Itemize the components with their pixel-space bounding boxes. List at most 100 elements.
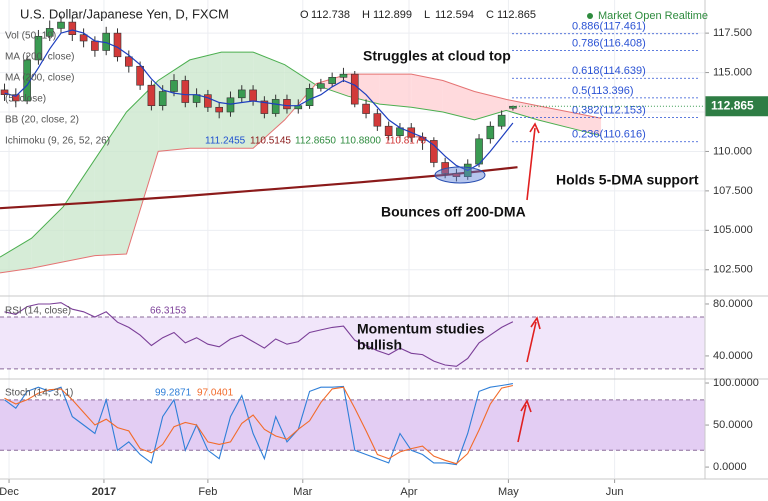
x-tick-label: Feb — [198, 486, 217, 498]
ohlc-key: C — [486, 9, 494, 21]
y-tick-label: 80.0000 — [713, 298, 753, 310]
annotation: bullish — [357, 337, 402, 353]
candle-body — [305, 88, 314, 106]
ohlc-value: 112.899 — [373, 9, 412, 21]
x-tick-label: Mar — [293, 486, 312, 498]
indicator-line — [4, 383, 513, 466]
candle-body — [45, 28, 54, 37]
arrow — [526, 122, 540, 201]
study-legend: (5, close) — [5, 94, 46, 105]
cloud-fill — [474, 91, 507, 120]
ohlc-value: 112.865 — [497, 9, 536, 21]
candle-body — [226, 97, 235, 113]
y-tick-label: 100.0000 — [713, 377, 759, 389]
cloud-fill — [442, 80, 475, 120]
level-band — [0, 399, 705, 451]
candle-body — [181, 80, 190, 103]
ohlc-key: O — [300, 9, 309, 21]
cloud-fill — [31, 206, 64, 269]
candle-body — [271, 99, 280, 114]
cloud-fill — [411, 74, 443, 112]
cloud-span-a — [0, 51, 602, 258]
moving-average — [0, 166, 518, 210]
chart-title: U.S. Dollar/Japanese Yen, D, FXCM — [20, 6, 229, 21]
status: Market Open Realtime — [598, 10, 708, 22]
ichimoku-value: 111.2455 — [205, 136, 246, 147]
candle-body — [170, 80, 178, 92]
candle-body — [283, 99, 291, 110]
study-legend: MA (200, close) — [5, 73, 74, 84]
candle-body — [362, 103, 370, 114]
study-legend: BB (20, close, 2) — [5, 115, 79, 126]
cloud-fill — [0, 238, 32, 273]
candle-body — [204, 94, 212, 108]
candle-body — [497, 114, 506, 127]
cloud-fill — [126, 80, 159, 254]
candle-body — [430, 140, 438, 163]
status-dot — [587, 13, 593, 19]
fib-label: 0.382(112.153) — [572, 104, 646, 116]
candle-body — [260, 100, 269, 114]
annotation: Holds 5-DMA support — [556, 172, 699, 188]
indicator-title: RSI (14, close) — [5, 306, 71, 317]
arrow — [526, 316, 541, 363]
cloud-fill — [253, 52, 285, 149]
last-price-box — [705, 96, 768, 117]
arrows — [517, 122, 541, 443]
indicator-value: 99.2871 — [155, 388, 192, 399]
study-legend: MA (200, close) — [5, 52, 74, 63]
last-price-label: 112.865 — [711, 98, 754, 112]
annotation: Struggles at cloud top — [363, 48, 511, 64]
ohlc-value: 112.738 — [311, 9, 350, 21]
fib-label: 0.886(117.461) — [572, 21, 646, 33]
ohlc-value: 112.594 — [435, 9, 474, 21]
candle-body — [147, 84, 156, 106]
candle-body — [113, 32, 122, 58]
fib-label: 0.786(116.408) — [572, 37, 646, 49]
study-legend: Ichimoku (9, 26, 52, 26) — [5, 136, 110, 147]
y-tick-label: 50.0000 — [713, 419, 753, 431]
indicator-line — [4, 384, 514, 465]
candle-body — [339, 73, 348, 78]
x-tick-label: 2017 — [92, 486, 116, 498]
y-tick-label: 115.000 — [713, 66, 752, 78]
moving-average — [4, 29, 514, 172]
y-tick-label: 102.500 — [713, 264, 753, 276]
ohlc-key: H — [362, 9, 370, 21]
ichimoku-value: 110.8800 — [340, 136, 381, 147]
candle-body — [249, 89, 257, 102]
candle-body — [124, 56, 133, 67]
candle-body — [34, 35, 43, 61]
y-tick-label: 107.500 — [713, 185, 753, 197]
candle-body — [136, 65, 144, 86]
y-tick-label: 0.0000 — [713, 461, 747, 473]
y-tick-label: 105.000 — [713, 224, 753, 236]
indicator-value: 97.0401 — [197, 388, 234, 399]
candle-body — [215, 106, 223, 113]
indicator-value: 66.3153 — [150, 306, 187, 317]
ohlc-key: L — [424, 9, 430, 21]
y-tick-label: 110.000 — [713, 145, 752, 157]
candle-body — [384, 125, 393, 136]
candle-body — [57, 21, 65, 29]
candle-body — [350, 73, 359, 105]
fib-label: 0.236(110.616) — [572, 129, 646, 141]
candle-body — [317, 83, 325, 89]
arrow — [517, 399, 532, 443]
candle-body — [486, 125, 495, 140]
level-band — [0, 316, 705, 369]
indicator-title: Stoch (14, 3, 1) — [5, 388, 73, 399]
candle-body — [79, 34, 88, 42]
ichimoku-value: 110.8178 — [385, 136, 426, 147]
candle-body — [91, 40, 99, 51]
candle-body — [0, 89, 9, 95]
x-tick-label: Jun — [606, 486, 624, 498]
cloud-fill — [63, 159, 95, 262]
candle-body — [158, 91, 167, 106]
study-legend: Vol (50, 10) — [5, 31, 56, 42]
cloud-fill — [221, 52, 254, 149]
cloud-fill — [537, 105, 570, 128]
cloud-fill — [379, 74, 412, 108]
candle-body — [452, 173, 461, 177]
